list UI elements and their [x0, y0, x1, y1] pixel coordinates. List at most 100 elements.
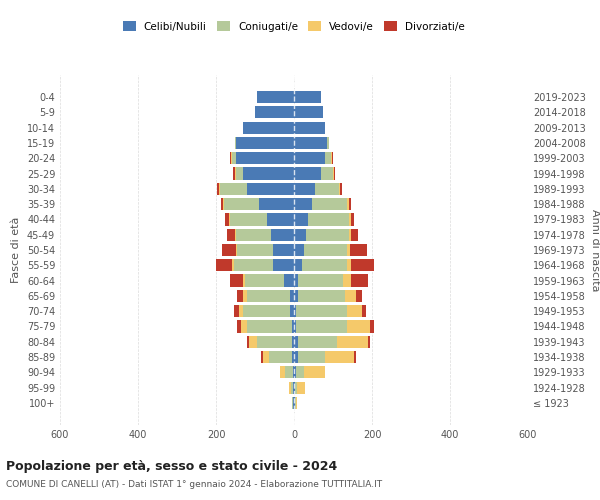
Bar [230, 152, 231, 164]
Bar [308, 214, 349, 226]
Bar [233, 305, 239, 318]
Bar [339, 182, 340, 195]
Bar [294, 228, 306, 241]
Bar [266, 214, 294, 226]
Bar [349, 214, 350, 226]
Bar [230, 214, 266, 226]
Bar [222, 244, 235, 256]
Bar [294, 214, 308, 226]
Bar [227, 228, 235, 241]
Bar [362, 305, 366, 318]
Bar [247, 336, 249, 348]
Bar [350, 228, 358, 241]
Bar [259, 198, 294, 210]
Bar [235, 137, 294, 149]
Bar [344, 290, 356, 302]
Bar [325, 351, 355, 363]
Bar [334, 168, 335, 179]
Bar [302, 259, 347, 272]
Bar [292, 397, 293, 409]
Bar [261, 351, 263, 363]
Bar [295, 382, 297, 394]
Bar [247, 182, 294, 195]
Bar [219, 182, 220, 195]
Bar [347, 198, 349, 210]
Bar [257, 91, 294, 103]
Bar [333, 168, 334, 179]
Bar [331, 152, 332, 164]
Bar [298, 290, 344, 302]
Bar [294, 91, 322, 103]
Bar [235, 152, 294, 164]
Bar [292, 320, 294, 332]
Bar [232, 152, 235, 164]
Bar [244, 290, 247, 302]
Bar [239, 305, 244, 318]
Text: COMUNE DI CANELLI (AT) - Dati ISTAT 1° gennaio 2024 - Elaborazione TUTTITALIA.IT: COMUNE DI CANELLI (AT) - Dati ISTAT 1° g… [6, 480, 382, 489]
Bar [223, 198, 224, 210]
Bar [298, 274, 343, 286]
Bar [294, 320, 296, 332]
Bar [232, 259, 233, 272]
Bar [238, 244, 272, 256]
Bar [294, 182, 316, 195]
Bar [294, 168, 322, 179]
Bar [231, 152, 232, 164]
Bar [294, 259, 302, 272]
Bar [327, 137, 329, 149]
Bar [296, 320, 347, 332]
Bar [294, 152, 325, 164]
Bar [294, 351, 298, 363]
Bar [296, 397, 297, 409]
Bar [347, 259, 350, 272]
Bar [257, 336, 292, 348]
Bar [249, 336, 257, 348]
Bar [294, 397, 295, 409]
Bar [244, 274, 245, 286]
Bar [349, 198, 350, 210]
Y-axis label: Fasce di età: Fasce di età [11, 217, 21, 283]
Bar [296, 366, 304, 378]
Bar [294, 366, 296, 378]
Bar [272, 259, 294, 272]
Bar [349, 228, 350, 241]
Bar [356, 290, 362, 302]
Bar [293, 397, 294, 409]
Bar [220, 182, 247, 195]
Bar [236, 228, 271, 241]
Bar [350, 274, 368, 286]
Bar [350, 259, 374, 272]
Bar [229, 214, 230, 226]
Bar [293, 382, 294, 394]
Bar [286, 366, 293, 378]
Bar [322, 168, 333, 179]
Bar [304, 244, 347, 256]
Bar [304, 366, 325, 378]
Bar [244, 168, 294, 179]
Legend: Celibi/Nubili, Coniugati/e, Vedovi/e, Divorziati/e: Celibi/Nubili, Coniugati/e, Vedovi/e, Di… [119, 17, 469, 36]
Bar [290, 305, 294, 318]
Bar [263, 351, 269, 363]
Bar [294, 274, 298, 286]
Bar [370, 320, 374, 332]
Bar [294, 382, 295, 394]
Bar [294, 244, 304, 256]
Y-axis label: Anni di nascita: Anni di nascita [590, 209, 599, 291]
Bar [225, 214, 229, 226]
Bar [247, 320, 292, 332]
Bar [297, 382, 305, 394]
Bar [247, 290, 290, 302]
Bar [221, 198, 223, 210]
Bar [368, 336, 370, 348]
Bar [325, 152, 331, 164]
Bar [289, 382, 291, 394]
Bar [294, 305, 296, 318]
Bar [235, 244, 238, 256]
Bar [244, 305, 290, 318]
Bar [292, 336, 294, 348]
Bar [298, 351, 325, 363]
Bar [238, 290, 244, 302]
Bar [347, 305, 362, 318]
Bar [233, 168, 235, 179]
Bar [269, 351, 292, 363]
